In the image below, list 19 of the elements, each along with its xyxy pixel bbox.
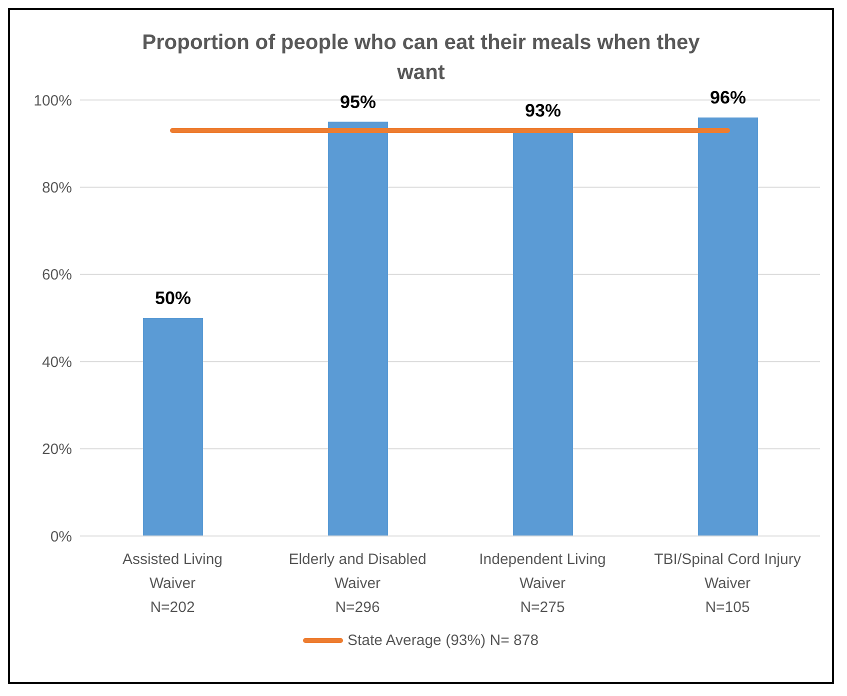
data-label: 96% — [710, 87, 746, 108]
y-tick-label: 60% — [42, 266, 72, 284]
y-tick-label: 20% — [42, 441, 72, 458]
y-tick-label: 0% — [50, 528, 72, 546]
x-tick-label: Independent Living Waiver N=275 — [479, 551, 606, 616]
data-label: 93% — [524, 100, 562, 121]
x-tick-label: TBI/Spinal Cord Injury Waiver N=105 — [654, 551, 802, 616]
data-label: 95% — [340, 92, 376, 112]
data-label: 50% — [154, 288, 192, 308]
bar — [698, 117, 758, 536]
y-tick-label: 80% — [42, 180, 72, 197]
x-tick-label: Assisted Living Waiver N=202 — [122, 551, 223, 616]
bar — [143, 318, 203, 536]
y-tick-label: 40% — [42, 354, 72, 371]
x-tick-label: Elderly and Disabled Waiver N=296 — [288, 551, 426, 616]
bar — [328, 122, 388, 536]
legend-label: State Average (93%) N= 878 — [347, 632, 539, 649]
chart-title: Proportion of people who can eat their meals when they want — [141, 30, 701, 86]
y-tick-label: 100% — [34, 92, 72, 110]
